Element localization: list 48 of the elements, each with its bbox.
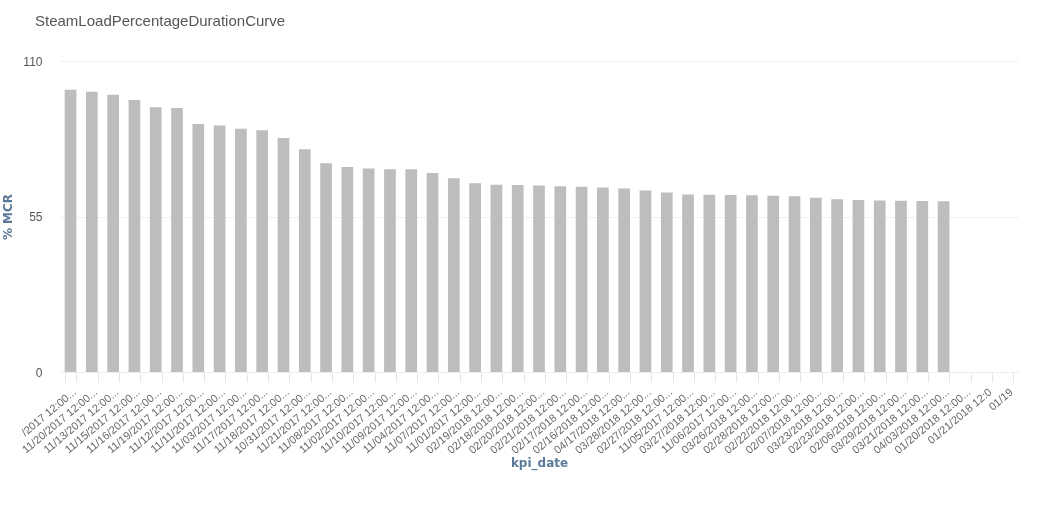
bar [937, 201, 950, 372]
y-tick-label: 0 [35, 365, 43, 380]
bar [533, 185, 545, 372]
bar [511, 185, 524, 372]
x-axis-title: kpi_date [510, 455, 569, 471]
bar [852, 200, 865, 372]
bar [809, 197, 822, 372]
bar [469, 183, 481, 372]
bar [298, 149, 311, 372]
bar [171, 107, 183, 372]
bar [277, 137, 290, 372]
bar [405, 169, 418, 372]
bar [256, 130, 269, 372]
y-axis-title: % MCR [1, 193, 16, 241]
bar [767, 195, 780, 372]
bar [916, 200, 929, 372]
bar [213, 125, 226, 372]
bar [64, 89, 77, 372]
bar [831, 199, 843, 372]
bar [235, 128, 247, 372]
bar [362, 168, 375, 372]
bar [618, 188, 631, 372]
bar [554, 186, 567, 372]
bar [746, 195, 758, 372]
bar [575, 186, 588, 372]
y-tick-label: 55 [29, 210, 43, 224]
bar [149, 107, 162, 372]
y-tick-label: 110 [23, 54, 43, 69]
bar [895, 200, 907, 372]
bar [426, 172, 439, 372]
bar [597, 187, 609, 372]
bar [384, 169, 396, 372]
bar [639, 190, 652, 372]
bar [724, 195, 737, 372]
bar [320, 163, 332, 372]
chart-title: SteamLoadPercentageDurationCurve [35, 12, 286, 29]
bar [660, 192, 673, 372]
bar [788, 196, 801, 372]
bar [107, 94, 119, 372]
bar [192, 124, 205, 372]
bar [85, 91, 98, 372]
bar [447, 178, 460, 372]
bar [341, 167, 354, 372]
bar [682, 194, 694, 372]
bar [873, 200, 886, 372]
bar [128, 100, 141, 372]
bar [703, 194, 716, 372]
bar [490, 184, 503, 372]
